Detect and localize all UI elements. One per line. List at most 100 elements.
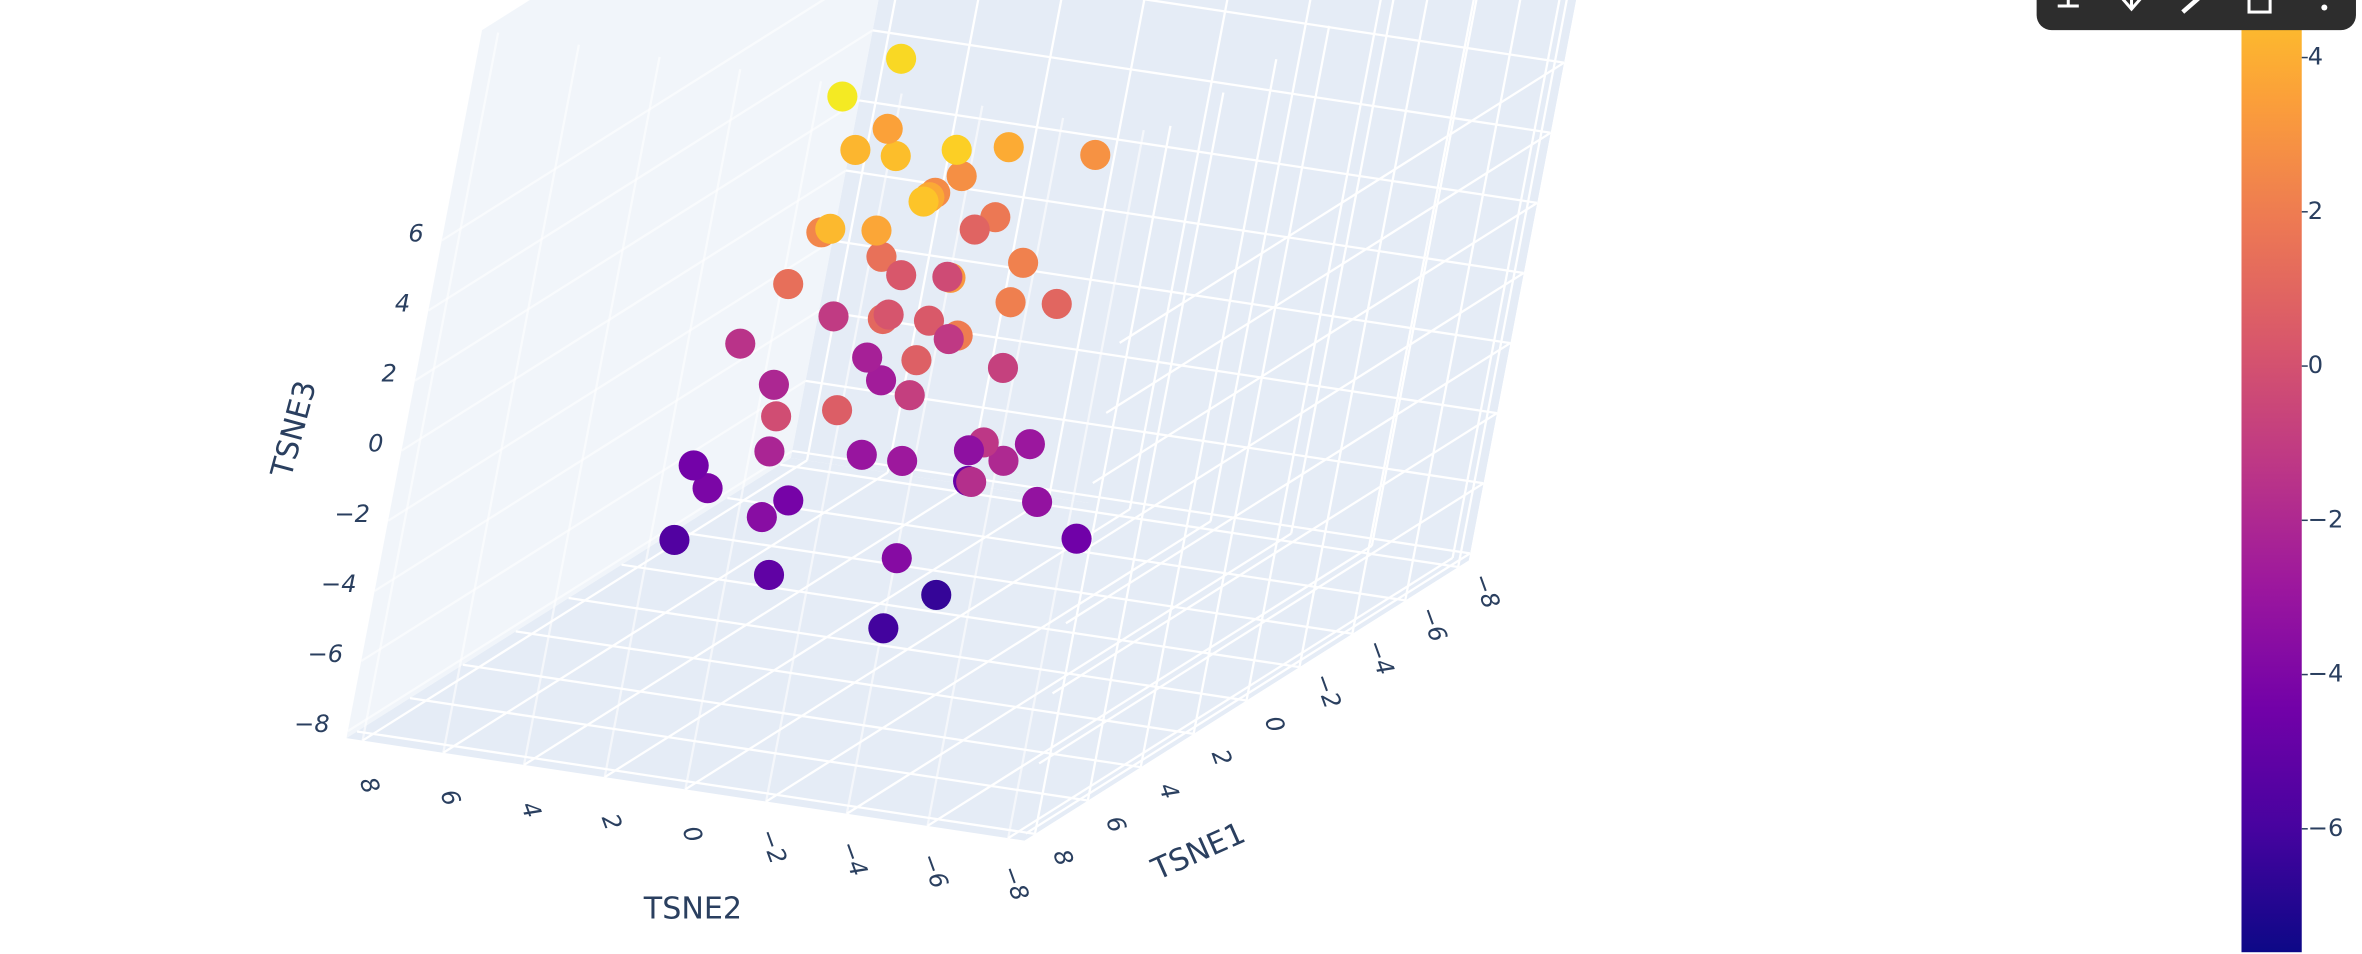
x-tick-label: 0: [1259, 712, 1291, 736]
point: [887, 445, 918, 476]
grid-line: [805, 0, 897, 461]
point: [881, 543, 912, 574]
grid-line: [764, 93, 903, 802]
point: [773, 485, 804, 516]
x-tick-label: 4: [1153, 779, 1185, 803]
point: [840, 134, 871, 166]
modebar-icon[interactable]: [2057, 0, 2079, 8]
y-tick-label: −2: [754, 825, 792, 868]
grid-line: [859, 99, 1538, 204]
grid-line: [1051, 412, 1498, 695]
point: [1041, 288, 1072, 320]
grid-line: [604, 496, 1050, 779]
point: [872, 113, 903, 144]
z-tick-label: 4: [395, 290, 410, 318]
point: [1014, 429, 1045, 460]
grid-line: [522, 56, 661, 766]
point: [1061, 523, 1092, 554]
colorbar-tick-label: 2: [2308, 197, 2323, 225]
x-tick-label: 8: [1047, 846, 1079, 870]
modebar-icon[interactable]: [2321, 4, 2328, 11]
grid-line: [603, 68, 742, 778]
colorbar-tick-label: 4: [2308, 43, 2323, 71]
point: [754, 436, 785, 467]
y-tick-label: 0: [677, 822, 709, 846]
point: [822, 395, 853, 426]
x-tick-label: 2: [1206, 746, 1238, 770]
point: [901, 345, 932, 376]
grid-line: [1298, 0, 1429, 668]
modebar: [2036, 0, 2356, 31]
y-tick-label: 6: [434, 786, 466, 810]
point: [995, 287, 1026, 318]
point: [846, 439, 877, 470]
grid-line: [400, 169, 847, 452]
point: [873, 299, 904, 330]
point: [678, 450, 709, 481]
point: [953, 435, 985, 466]
point: [921, 579, 952, 610]
point: [866, 241, 897, 272]
modebar-icon[interactable]: [2247, 0, 2272, 14]
grid-line: [1451, 0, 1561, 559]
point: [725, 328, 756, 359]
z-tick-label: 0: [368, 430, 383, 458]
point: [913, 305, 945, 336]
y-tick-label: −8: [996, 861, 1034, 904]
x-tick-label: −4: [1361, 636, 1399, 679]
point: [773, 268, 804, 300]
grid-line: [684, 508, 1131, 791]
points: [659, 43, 1111, 644]
y-tick-label: 8: [354, 773, 386, 797]
y-axis-title: TSNE2: [643, 891, 742, 926]
point: [868, 613, 899, 644]
point: [933, 324, 964, 355]
grid-line: [414, 99, 860, 382]
grid-line: [1092, 201, 1538, 485]
point: [1080, 139, 1111, 171]
z-tick-label: 2: [382, 360, 397, 388]
point: [865, 365, 897, 396]
grid-line: [1119, 61, 1565, 344]
colorbar-tick-label: −6: [2308, 814, 2344, 842]
grid-line: [1078, 272, 1525, 555]
modebar-icon[interactable]: [2181, 0, 2207, 14]
point: [987, 352, 1019, 384]
grid-line: [926, 544, 1373, 827]
grid-line: [1457, 0, 1568, 568]
point: [894, 380, 925, 411]
grid-line: [361, 32, 500, 741]
y-tick-label: −4: [835, 837, 873, 880]
point: [908, 186, 939, 217]
colorbar-tick-label: −2: [2308, 505, 2344, 533]
grid-line: [1141, 0, 1565, 64]
y-tick-label: 4: [515, 798, 547, 822]
point: [946, 161, 977, 192]
y-tick-label: 2: [596, 810, 628, 834]
point: [818, 301, 849, 332]
point: [659, 524, 690, 556]
grid-line: [360, 379, 807, 662]
grid-line: [1192, 25, 1331, 735]
grid-line: [1025, 552, 1471, 835]
x-tick-label: 6: [1100, 812, 1132, 836]
grid-line: [1351, 0, 1475, 634]
modebar-icon[interactable]: [2121, 0, 2142, 12]
grid-line: [1038, 482, 1485, 765]
point: [993, 132, 1024, 163]
grid-line: [441, 0, 826, 242]
point: [1008, 247, 1039, 278]
point: [1022, 486, 1053, 518]
grid-line: [1128, 0, 1229, 510]
point: [758, 369, 789, 400]
grid-line: [1139, 58, 1278, 768]
grid-line: [1404, 0, 1522, 601]
grid-line: [1033, 125, 1172, 835]
x-tick-label: −6: [1414, 603, 1452, 646]
z-tick-label: −4: [321, 570, 357, 598]
grid-line: [442, 44, 580, 753]
point: [932, 261, 963, 292]
grid-line: [765, 520, 1212, 803]
grid-line: [427, 29, 874, 312]
